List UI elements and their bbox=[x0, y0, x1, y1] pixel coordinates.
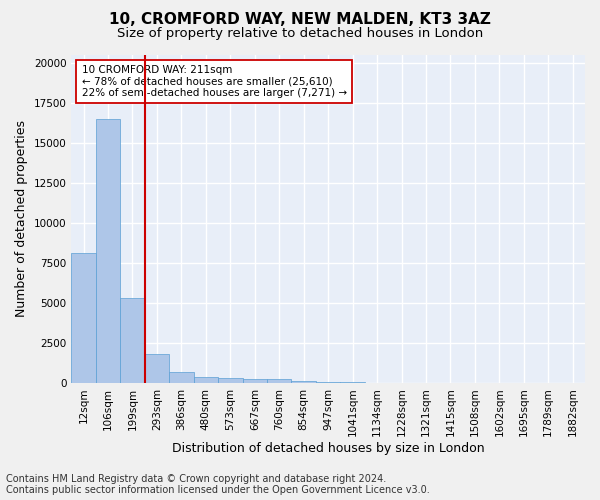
Bar bbox=[242, 380, 267, 383]
Text: Contains HM Land Registry data © Crown copyright and database right 2024.: Contains HM Land Registry data © Crown c… bbox=[6, 474, 386, 484]
Bar bbox=[71, 254, 96, 383]
Text: Contains public sector information licensed under the Open Government Licence v3: Contains public sector information licen… bbox=[6, 485, 430, 495]
Bar bbox=[316, 382, 340, 383]
Text: 10, CROMFORD WAY, NEW MALDEN, KT3 3AZ: 10, CROMFORD WAY, NEW MALDEN, KT3 3AZ bbox=[109, 12, 491, 28]
Bar bbox=[96, 119, 120, 383]
Bar bbox=[145, 354, 169, 383]
Text: 10 CROMFORD WAY: 211sqm
← 78% of detached houses are smaller (25,610)
22% of sem: 10 CROMFORD WAY: 211sqm ← 78% of detache… bbox=[82, 65, 347, 98]
Y-axis label: Number of detached properties: Number of detached properties bbox=[15, 120, 28, 318]
Bar bbox=[292, 381, 316, 383]
Bar bbox=[169, 372, 194, 383]
Bar bbox=[120, 298, 145, 383]
Text: Size of property relative to detached houses in London: Size of property relative to detached ho… bbox=[117, 28, 483, 40]
Bar bbox=[194, 377, 218, 383]
Bar bbox=[218, 378, 242, 383]
Bar bbox=[267, 380, 292, 383]
X-axis label: Distribution of detached houses by size in London: Distribution of detached houses by size … bbox=[172, 442, 484, 455]
